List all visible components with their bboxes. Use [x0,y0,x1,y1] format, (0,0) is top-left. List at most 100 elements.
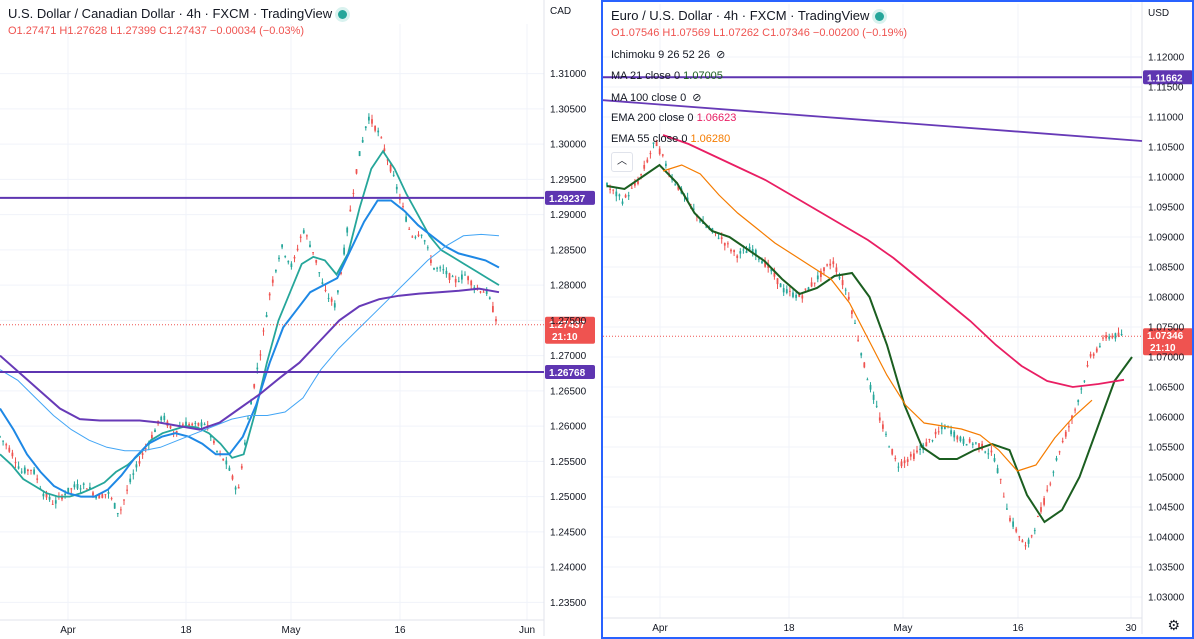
candle-body [417,234,420,237]
candle-body [987,453,990,455]
candle-body [271,279,274,283]
candle-body [736,255,739,258]
eurusd-ohlc: O1.07546 H1.07569 L1.07262 C1.07346 −0.0… [611,27,907,39]
candle-body [51,503,54,505]
candle-body [1043,498,1045,505]
candle-body [405,216,407,222]
candle-body [615,191,618,197]
candle-body [485,288,488,294]
candle-body [457,280,460,282]
candle-body [993,458,996,462]
candle-body [897,466,900,468]
candle-body [138,461,141,464]
legend-label: MA 21 close 0 [611,70,681,82]
candle-body [807,287,810,291]
candle-body [1040,507,1042,512]
level-badge [545,190,595,205]
candle-body [383,148,386,152]
usdcad-chart-pane[interactable]: 1.29237 1.26768 1.27437 21:10 1.31000 1.30500… [0,0,598,639]
legend-ichimoku[interactable]: Ichimoku 9 26 52 26 ⊘ [611,48,725,61]
candle-body [1108,336,1111,339]
candle-body [439,267,442,269]
candle-body [42,493,45,497]
candle-body [253,384,256,388]
candle-body [863,362,866,368]
candle-body [606,183,608,187]
candle-body [442,269,445,271]
candle-body [33,469,35,474]
eye-hidden-icon[interactable]: ⊘ [692,92,702,104]
legend-ma100[interactable]: MA 100 close 0 ⊘ [611,91,701,104]
level-badge-label: 1.11662 [1147,73,1183,84]
legend-value: 1.06280 [690,133,731,145]
price-tick-label: 1.09000 [1148,233,1185,244]
candle-body [1083,380,1086,382]
eurusd-chart-pane[interactable]: 1.11662 1.07346 21:10 1.12000 1.11500 1.11000… [601,0,1194,639]
candle-body [160,416,163,421]
candle-body [8,447,11,452]
time-tick-label: Apr [652,623,668,634]
last-price-badge [545,316,595,344]
price-tick-label: 1.26500 [550,386,587,397]
candle-body [643,165,646,169]
price-tick-label: 1.07000 [1148,353,1185,364]
legend-ema200[interactable]: EMA 200 close 0 1.06623 [611,112,736,124]
usdcad-ohlc: O1.27471 H1.27628 L1.27399 C1.27437 −0.0… [8,25,304,37]
time-tick-label: 16 [1012,623,1024,634]
candle-body [705,226,708,228]
candle-body [79,488,82,490]
legend-ma21[interactable]: MA 21 close 0 1.07005 [611,70,723,82]
candle-body [386,159,389,161]
candle-body [996,468,999,474]
candle-body [85,488,88,490]
price-tick-label: 1.06500 [1148,383,1185,394]
gear-icon[interactable]: ⚙ [1167,617,1180,633]
candle-body [82,483,85,485]
eye-hidden-icon[interactable]: ⊘ [716,49,726,61]
countdown-timer: 21:10 [552,332,578,343]
candle-body [900,461,903,467]
legend-label: Ichimoku 9 26 52 26 [611,49,711,61]
candle-body [188,423,190,426]
legend-label: EMA 200 close 0 [611,112,694,124]
candle-body [237,486,240,489]
candle-body [163,415,166,420]
level-badge-label: 1.29237 [549,194,586,205]
time-tick-label: 18 [783,623,795,634]
candle-body [844,289,847,291]
legend-ema55[interactable]: EMA 55 close 0 1.06280 [611,133,730,145]
collapse-legend-button[interactable]: ︿ [611,152,633,172]
candle-body [11,452,14,457]
candle-body [203,423,206,425]
candle-body [847,296,850,300]
candle-body [256,367,259,370]
candle-body [250,401,252,405]
candle-body [872,394,875,400]
candle-body [467,276,469,281]
price-tick-label: 1.31000 [550,69,587,80]
candle-body [742,249,745,251]
candle-body [835,267,838,272]
candle-body [1061,440,1064,443]
series-ma_green-line [0,149,500,498]
candle-body [2,440,4,442]
candle-body [23,467,26,474]
candle-body [733,250,735,253]
candle-body [175,430,178,434]
candle-body [919,448,921,451]
candle-body [240,466,243,469]
candle-body [64,493,66,495]
candle-body [965,444,968,446]
candle-body [355,169,358,174]
ohlc-high: H1.27628 [59,25,108,37]
candle-body [1077,400,1080,402]
candle-body [838,276,841,279]
candle-body [885,433,887,435]
price-tick-label: 1.08000 [1148,293,1185,304]
price-tick-label: 1.12000 [1148,53,1185,64]
candle-body [333,303,336,308]
price-tick-label: 1.26000 [550,422,587,433]
candle-body [1030,535,1033,537]
